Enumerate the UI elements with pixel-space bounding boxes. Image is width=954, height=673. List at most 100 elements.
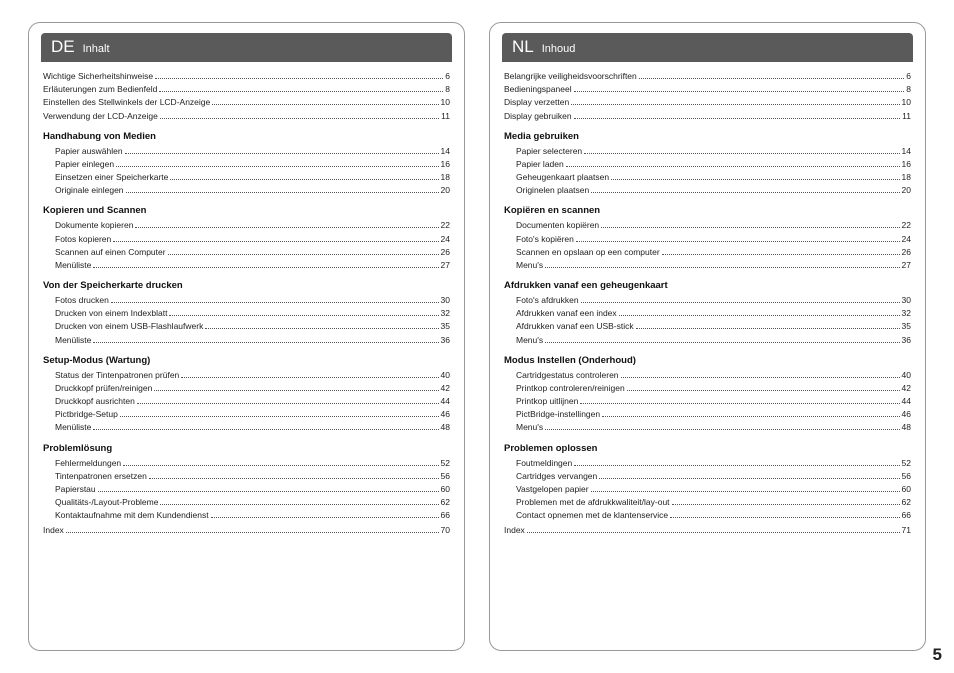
toc-line: Einstellen des Stellwinkels der LCD-Anze…: [43, 96, 450, 109]
toc-label: Papier einlegen: [55, 158, 114, 171]
toc-label: Cartridges vervangen: [516, 470, 597, 483]
toc-dots: [93, 342, 438, 343]
toc-page: 24: [441, 233, 450, 246]
toc-dots: [574, 118, 901, 119]
toc-dots: [571, 104, 899, 105]
toc-label: Kontaktaufnahme mit dem Kundendienst: [55, 509, 209, 522]
toc-label: Geheugenkaart plaatsen: [516, 171, 609, 184]
section-heading: Von der Speicherkarte drucken: [43, 280, 450, 291]
toc-line: Status der Tintenpatronen prüfen40: [43, 369, 450, 382]
section-heading: Kopiëren en scannen: [504, 205, 911, 216]
toc-label: Dokumente kopieren: [55, 219, 133, 232]
toc-page: 8: [906, 83, 911, 96]
toc-dots: [116, 166, 438, 167]
toc-line: Menu's48: [504, 421, 911, 434]
toc-page: 20: [441, 184, 450, 197]
toc-dots: [670, 517, 899, 518]
toc-page: 35: [902, 320, 911, 333]
header-title: Inhalt: [83, 43, 110, 55]
toc-dots: [611, 179, 899, 180]
toc-page: 16: [902, 158, 911, 171]
section-heading: Setup-Modus (Wartung): [43, 355, 450, 366]
toc-dots: [113, 241, 438, 242]
toc-page: 60: [902, 483, 911, 496]
toc-line: Drucken von einem Indexblatt32: [43, 307, 450, 320]
toc-label: Menüliste: [55, 421, 91, 434]
toc-dots: [66, 532, 439, 533]
toc-page: 62: [902, 496, 911, 509]
toc-label: Afdrukken vanaf een index: [516, 307, 617, 320]
toc-line: Qualitäts-/Layout-Probleme62: [43, 496, 450, 509]
toc-label: Display verzetten: [504, 96, 569, 109]
toc-label: Erläuterungen zum Bedienfeld: [43, 83, 157, 96]
lang-code: DE: [51, 37, 75, 57]
toc-line: Papier einlegen 16: [43, 158, 450, 171]
toc-label: Einsetzen einer Speicherkarte: [55, 171, 168, 184]
toc-dots: [111, 302, 439, 303]
toc-dots: [169, 315, 438, 316]
toc-line: Vastgelopen papier60: [504, 483, 911, 496]
toc-label: Documenten kopiëren: [516, 219, 599, 232]
toc-line: Fotos kopieren24: [43, 233, 450, 246]
toc-dots: [581, 302, 900, 303]
toc-dots: [160, 504, 438, 505]
toc-page: 56: [441, 470, 450, 483]
toc-page: 52: [902, 457, 911, 470]
toc-line: Papier laden16: [504, 158, 911, 171]
toc-dots: [591, 192, 899, 193]
toc-dots: [155, 78, 443, 79]
toc-label: Qualitäts-/Layout-Probleme: [55, 496, 158, 509]
toc-label: Drucken von einem USB-Flashlaufwerk: [55, 320, 203, 333]
toc-line: Printkop controleren/reinigen42: [504, 382, 911, 395]
right-page: NL Inhoud Belangrijke veiligheidsvoorsch…: [489, 22, 926, 651]
toc-page: 6: [445, 70, 450, 83]
toc-page: 14: [441, 145, 450, 158]
toc-line: Cartridges vervangen56: [504, 470, 911, 483]
toc-page: 44: [902, 395, 911, 408]
toc-dots: [98, 491, 439, 492]
toc-label: Papier selecteren: [516, 145, 582, 158]
toc-line: Pictbridge-Setup46: [43, 408, 450, 421]
toc-page: 26: [902, 246, 911, 259]
toc-line: Papierstau60: [43, 483, 450, 496]
toc-label: Afdrukken vanaf een USB-stick: [516, 320, 634, 333]
toc-page: 30: [441, 294, 450, 307]
toc-line: Druckkopf ausrichten44: [43, 395, 450, 408]
toc-label: Index: [504, 524, 525, 537]
toc-dots: [135, 227, 438, 228]
toc-page: 42: [902, 382, 911, 395]
toc-page: 70: [441, 524, 450, 537]
toc-dots: [599, 478, 899, 479]
toc-line: Contact opnemen met de klantenservice66: [504, 509, 911, 522]
toc-dots: [619, 315, 900, 316]
toc-line: Foutmeldingen52: [504, 457, 911, 470]
toc-page: 18: [902, 171, 911, 184]
toc-dots: [93, 429, 438, 430]
toc-line: Verwendung der LCD-Anzeige11: [43, 110, 450, 123]
toc-line: Fotos drucken 30: [43, 294, 450, 307]
toc-line: Foto's afdrukken30: [504, 294, 911, 307]
toc-page: 16: [441, 158, 450, 171]
toc-page: 26: [441, 246, 450, 259]
toc-line: Drucken von einem USB-Flashlaufwerk35: [43, 320, 450, 333]
header-bar-de: DE Inhalt: [41, 33, 452, 62]
toc-dots: [574, 91, 905, 92]
toc-label: Menu's: [516, 421, 543, 434]
toc-dots: [212, 104, 438, 105]
toc-label: Fotos drucken: [55, 294, 109, 307]
toc-label: Papier auswählen: [55, 145, 123, 158]
toc-page: 11: [902, 110, 911, 123]
toc-page: 66: [902, 509, 911, 522]
toc-label: Verwendung der LCD-Anzeige: [43, 110, 158, 123]
toc-label: Einstellen des Stellwinkels der LCD-Anze…: [43, 96, 210, 109]
toc-dots: [627, 390, 900, 391]
toc-line: Menu's36: [504, 334, 911, 347]
toc-page: 18: [441, 171, 450, 184]
toc-line: Afdrukken vanaf een index32: [504, 307, 911, 320]
toc-page: 40: [902, 369, 911, 382]
page-number: 5: [933, 645, 942, 665]
toc-line: Originelen plaatsen20: [504, 184, 911, 197]
toc-dots: [159, 91, 443, 92]
toc-label: Bedieningspaneel: [504, 83, 572, 96]
toc-dots: [123, 465, 438, 466]
